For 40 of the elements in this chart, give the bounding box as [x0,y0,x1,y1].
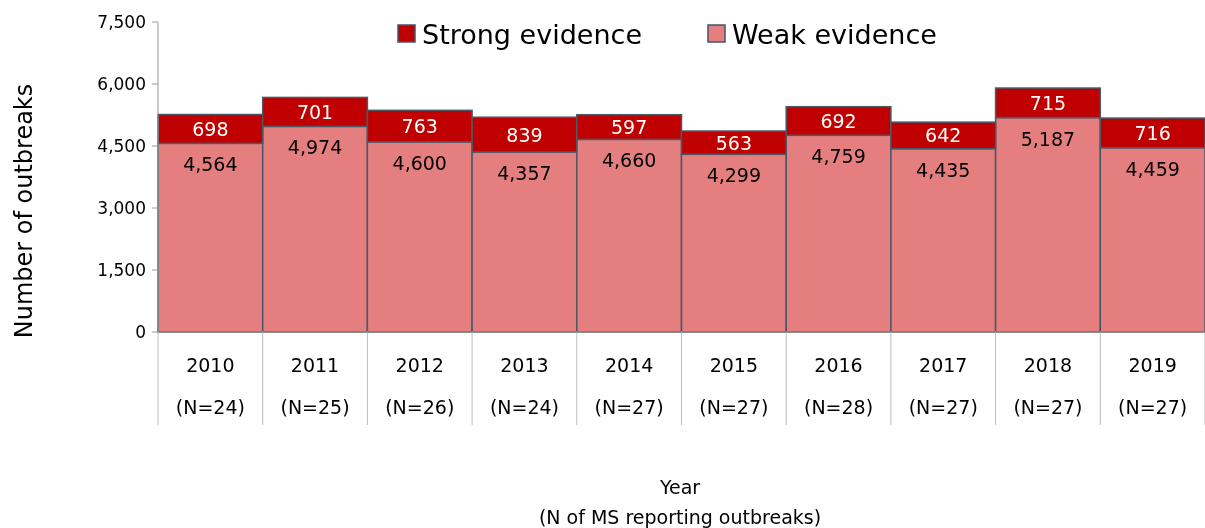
data-label: 4,299 [706,164,762,187]
y-tick-label: 1,500 [97,260,146,280]
data-label: 698 [192,117,229,140]
y-tick-label: 0 [135,322,146,342]
y-tick-label: 3,000 [97,198,146,218]
data-label: 4,357 [497,161,552,184]
x-tick-label: 2010 (N=24) [175,354,245,418]
data-label: 4,564 [183,153,238,176]
data-label: 597 [611,116,648,139]
data-label: 692 [820,109,857,132]
x-tick-label: 2012 (N=26) [385,354,455,418]
data-label: 4,974 [287,136,343,159]
legend-label: Strong evidence [422,19,642,50]
data-label: 4,459 [1125,157,1180,180]
data-label: 5,187 [1020,127,1076,150]
x-tick-label: 2016 (N=28) [803,354,874,418]
data-label: 716 [1134,121,1171,144]
legend-label: Weak evidence [732,19,937,50]
data-label: 4,435 [916,158,971,181]
y-tick-label: 7,500 [97,12,146,32]
x-axis-title: Year (N of MS reporting outbreaks) [538,476,822,528]
y-axis-title: Number of outbreaks [10,83,38,339]
data-label: 4,660 [601,149,657,172]
x-tick-label: 2011 (N=25) [280,354,350,418]
x-tick-label: 2017 (N=27) [908,354,978,418]
x-tick-label: 2013 (N=24) [489,354,560,418]
x-tick-label: 2019 (N=27) [1118,354,1188,418]
data-label: 839 [506,123,543,146]
data-label: 763 [401,115,438,138]
x-tick-label: 2015 (N=27) [699,354,769,418]
data-label: 701 [296,100,334,123]
data-label: 563 [715,131,752,154]
x-tick-label: 2018 (N=27) [1013,354,1083,418]
x-tick-label: 2014 (N=27) [594,354,664,418]
y-tick-label: 6,000 [97,74,146,94]
data-label: 4,759 [811,145,866,168]
data-label: 4,600 [392,151,447,174]
y-tick-label: 4,500 [97,136,146,156]
data-label: 642 [925,124,962,147]
data-label: 715 [1029,91,1067,114]
